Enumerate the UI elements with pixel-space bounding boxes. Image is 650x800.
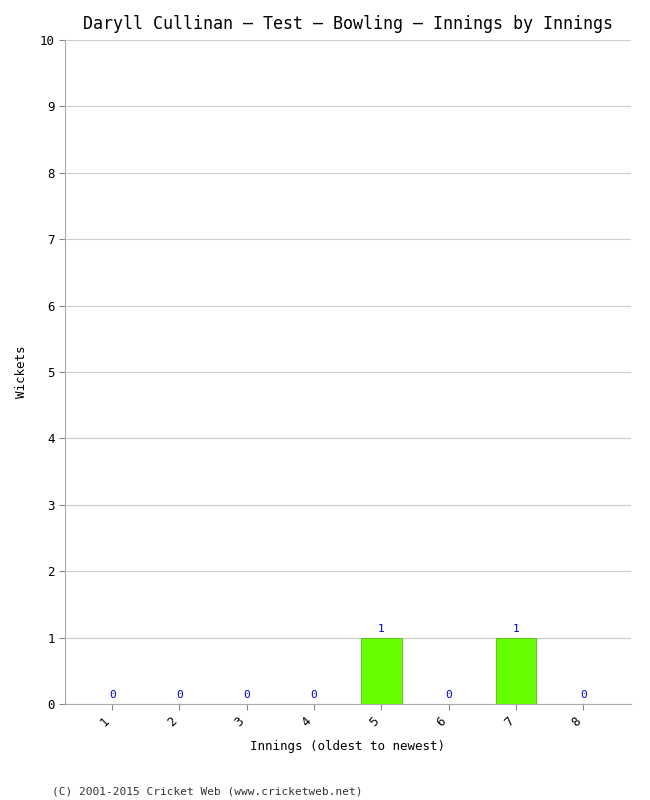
Y-axis label: Wickets: Wickets [16,346,29,398]
Text: 0: 0 [311,690,317,700]
Bar [496,638,536,704]
Text: 0: 0 [243,690,250,700]
Text: 0: 0 [580,690,587,700]
X-axis label: Innings (oldest to newest): Innings (oldest to newest) [250,740,445,753]
Text: 0: 0 [445,690,452,700]
Text: 1: 1 [378,624,385,634]
Title: Daryll Cullinan – Test – Bowling – Innings by Innings: Daryll Cullinan – Test – Bowling – Innin… [83,15,613,33]
Text: 0: 0 [109,690,116,700]
Text: 0: 0 [176,690,183,700]
Bar [361,638,402,704]
Text: 1: 1 [513,624,519,634]
Text: (C) 2001-2015 Cricket Web (www.cricketweb.net): (C) 2001-2015 Cricket Web (www.cricketwe… [52,786,363,796]
